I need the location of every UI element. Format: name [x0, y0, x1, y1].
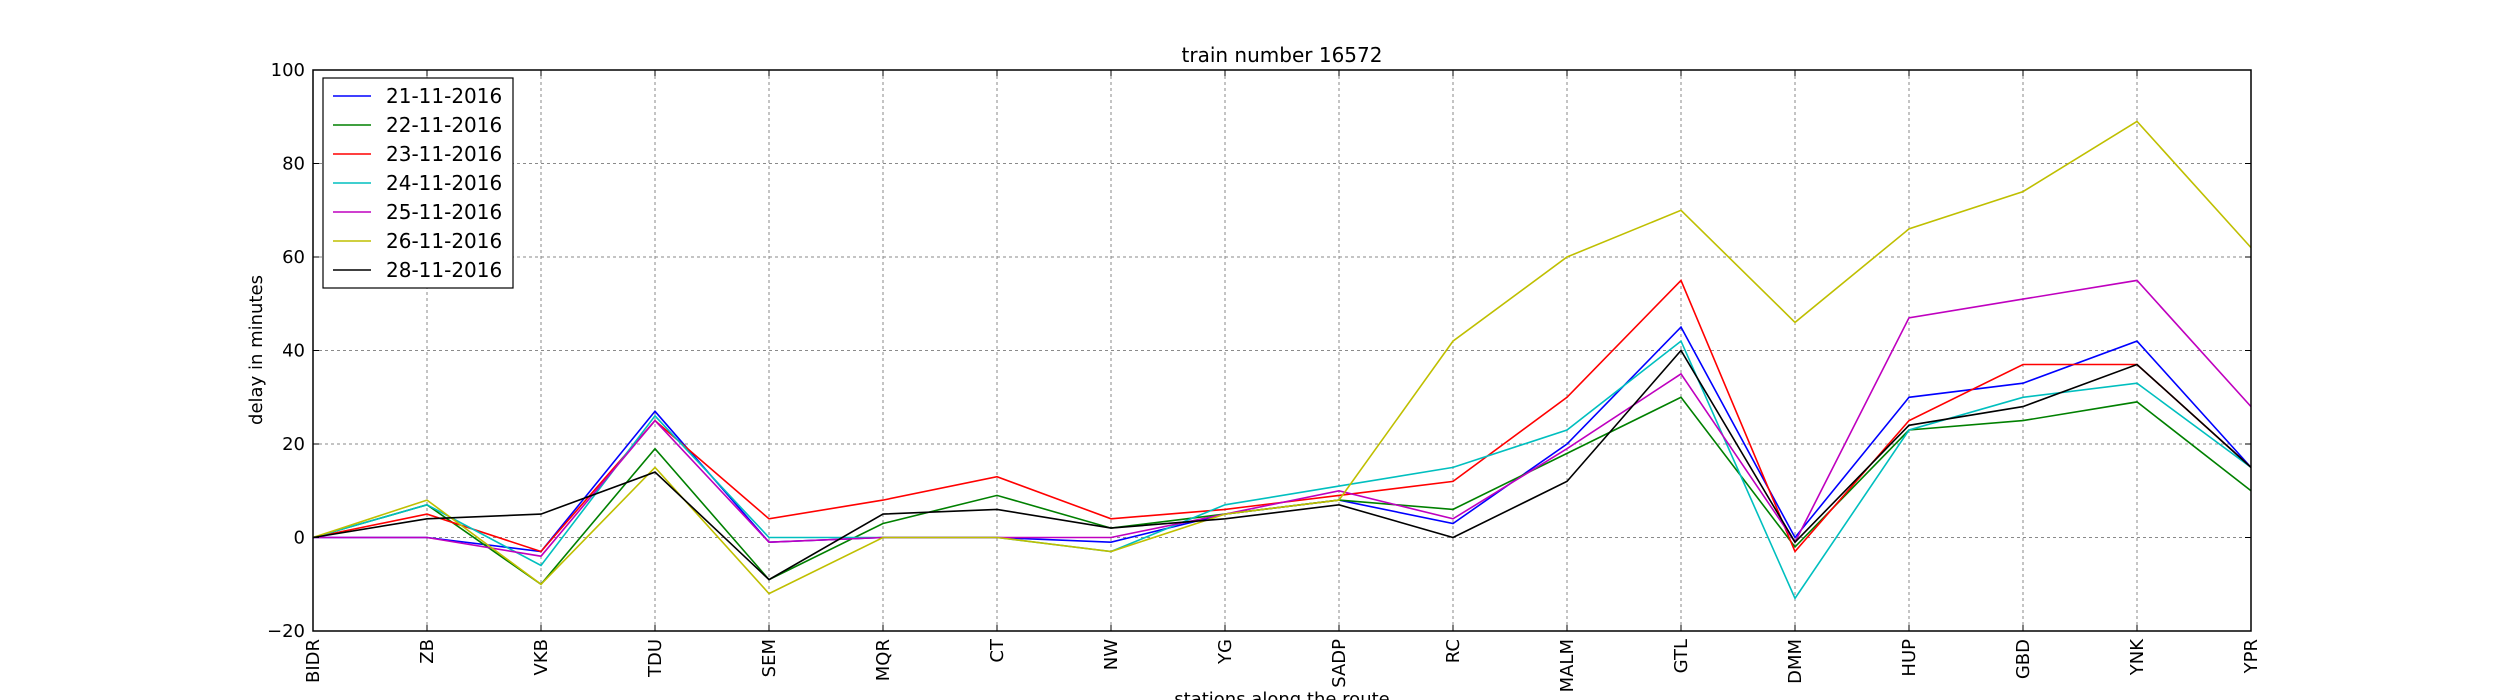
y-tick-label: 20	[282, 434, 305, 455]
x-tick-label: YG	[1215, 639, 1236, 665]
x-tick-label: MALM	[1557, 639, 1578, 692]
x-tick-label: ZB	[417, 639, 438, 664]
series-layer	[312, 120, 2252, 600]
series-line-21-11-2016	[313, 325, 2252, 553]
x-tick-label: YNK	[2127, 638, 2148, 676]
grid-layer	[313, 70, 2251, 631]
x-tick-label: DMM	[1785, 639, 1806, 684]
legend: 21-11-2016 22-11-2016 23-11-2016 24-11-2016…	[322, 77, 514, 289]
x-tick-label: YPR	[2241, 639, 2262, 674]
legend-label: 26-11-2016	[386, 229, 502, 253]
chart-title: train number 16572	[1182, 43, 1383, 67]
y-tick-label: −20	[267, 621, 305, 642]
x-tick-label: VKB	[531, 639, 552, 675]
legend-label: 21-11-2016	[386, 84, 502, 108]
y-tick-label: 60	[282, 247, 305, 268]
x-tick-label: BIDR	[303, 639, 324, 683]
y-tick-label: 100	[271, 60, 305, 81]
legend-label: 28-11-2016	[386, 258, 502, 282]
x-tick-label: GBD	[2013, 639, 2034, 679]
x-axis-label: stations along the route	[1174, 689, 1389, 700]
series-line-28-11-2016	[312, 349, 2252, 581]
x-tick-label: GTL	[1671, 639, 1692, 673]
tick-layer: BIDR ZB VKB TDU SEM MQR CT NW YG SADP RC MALM GTL DMM…	[267, 60, 2262, 692]
y-axis-label: delay in minutes	[246, 275, 267, 425]
x-tick-label: HUP	[1899, 639, 1920, 677]
legend-label: 24-11-2016	[386, 171, 502, 195]
x-tick-label: TDU	[645, 639, 666, 678]
legend-label: 23-11-2016	[386, 142, 502, 166]
x-tick-label: SEM	[759, 639, 780, 677]
series-line-26-11-2016	[312, 120, 2252, 595]
x-tick-label: MQR	[873, 639, 894, 681]
x-tick-label: SADP	[1329, 639, 1350, 688]
series-line-24-11-2016	[312, 339, 2252, 600]
x-tick-label: NW	[1101, 639, 1122, 670]
legend-label: 25-11-2016	[386, 200, 502, 224]
y-tick-label: 0	[294, 528, 305, 549]
series-line-25-11-2016	[313, 279, 2252, 558]
y-tick-label: 40	[282, 341, 305, 362]
y-tick-label: 80	[282, 154, 305, 175]
x-tick-label: RC	[1443, 639, 1464, 663]
x-tick-label: CT	[987, 638, 1008, 663]
legend-label: 22-11-2016	[386, 113, 502, 137]
